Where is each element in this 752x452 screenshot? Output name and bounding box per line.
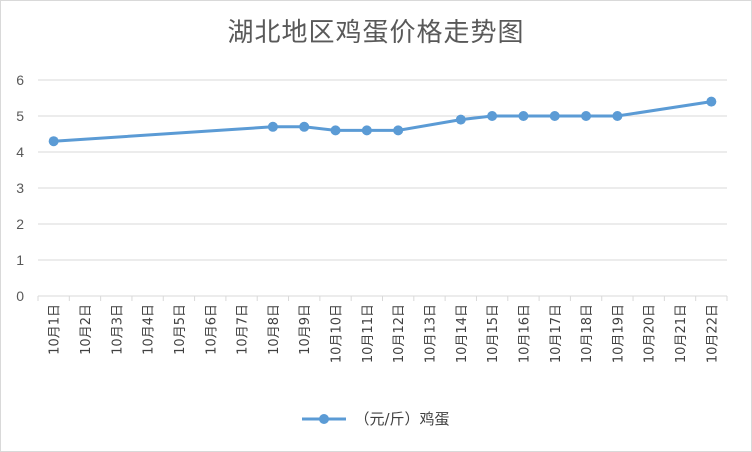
data-point: [518, 111, 529, 121]
x-tick-label: 10月4日: [142, 304, 157, 355]
y-tick-label: 5: [16, 108, 24, 124]
data-point: [455, 114, 466, 125]
x-tick-label: 10月16日: [517, 304, 532, 363]
y-tick-label: 6: [16, 72, 24, 88]
y-tick-label: 4: [16, 144, 24, 160]
data-point: [612, 111, 623, 121]
x-tick-label: 10月8日: [267, 304, 282, 355]
x-tick-label: 10月1日: [48, 304, 63, 355]
data-point: [549, 111, 560, 121]
x-tick-label: 10月12日: [392, 304, 407, 363]
legend-line-marker-icon: [302, 413, 347, 424]
data-point: [267, 121, 278, 132]
data-point: [487, 111, 498, 121]
x-tick-label: 10月13日: [423, 304, 438, 363]
series-line: [53, 100, 712, 143]
x-tick-label: 10月15日: [486, 304, 501, 363]
y-axis-ticks: 0 1 2 3 4 5 6: [16, 72, 24, 304]
x-tick-label: 10月18日: [580, 304, 595, 363]
data-point: [706, 96, 717, 107]
x-tick-label: 10月21日: [674, 304, 689, 363]
x-tick-label: 10月3日: [110, 304, 125, 355]
x-tick-label: 10月5日: [173, 304, 188, 355]
y-tick-label: 3: [16, 180, 24, 196]
x-tick-label: 10月19日: [611, 304, 626, 363]
x-tick-label: 10月11日: [361, 304, 376, 363]
x-tick-label: 10月2日: [79, 304, 94, 355]
legend: （元/斤）鸡蛋: [0, 408, 752, 429]
chart-title: 湖北地区鸡蛋价格走势图: [227, 18, 525, 48]
series-layer: [48, 96, 717, 147]
x-tick-label: 10月7日: [236, 304, 251, 355]
y-tick-label: 0: [16, 288, 24, 304]
gridlines: [38, 79, 727, 297]
x-tick-label: 10月9日: [298, 304, 313, 355]
x-axis-ticks: 10月1日 10月2日 10月3日 10月4日 10月5日 10月6日 10月7日 10月8日…: [37, 296, 728, 363]
data-point: [330, 125, 341, 136]
data-point: [48, 136, 59, 147]
data-point: [299, 121, 310, 132]
x-tick-label: 10月10日: [330, 304, 345, 363]
x-tick-label: 10月17日: [549, 304, 564, 363]
x-tick-label: 10月22日: [705, 304, 720, 363]
data-point: [393, 125, 404, 136]
x-tick-label: 10月6日: [204, 304, 219, 355]
x-tick-label: 10月20日: [643, 304, 658, 363]
y-tick-label: 2: [16, 216, 24, 232]
data-point: [581, 111, 592, 121]
data-point: [361, 125, 372, 136]
x-tick-label: 10月14日: [455, 304, 470, 363]
y-tick-label: 1: [16, 252, 24, 268]
legend-label: （元/斤）鸡蛋: [354, 410, 450, 428]
